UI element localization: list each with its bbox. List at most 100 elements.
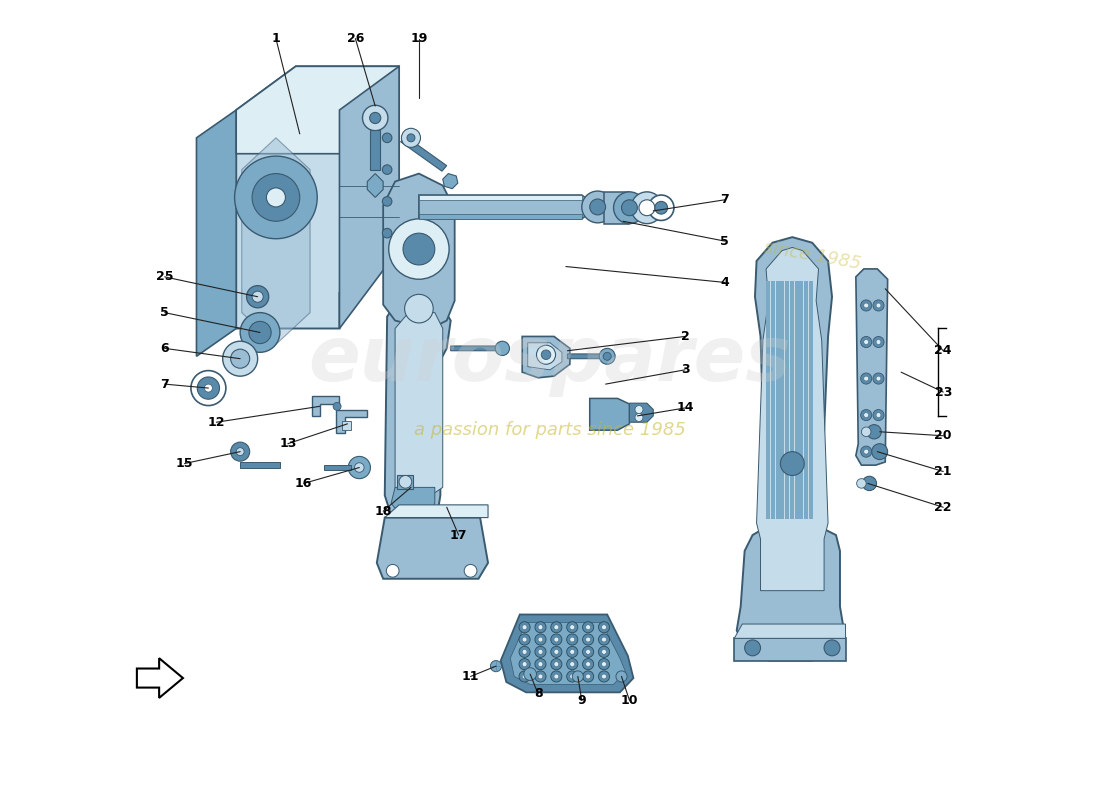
Circle shape xyxy=(405,294,433,323)
Circle shape xyxy=(602,637,606,642)
Circle shape xyxy=(495,342,509,355)
Circle shape xyxy=(240,313,279,352)
Circle shape xyxy=(876,413,881,418)
Circle shape xyxy=(535,646,546,658)
Circle shape xyxy=(585,662,591,666)
Circle shape xyxy=(631,192,663,224)
Circle shape xyxy=(519,622,530,633)
Circle shape xyxy=(519,646,530,658)
Text: 16: 16 xyxy=(295,477,312,490)
Circle shape xyxy=(386,565,399,577)
Circle shape xyxy=(570,650,574,654)
Circle shape xyxy=(780,452,804,475)
Circle shape xyxy=(383,229,392,238)
Circle shape xyxy=(236,448,244,456)
Circle shape xyxy=(639,200,654,216)
Circle shape xyxy=(824,640,840,656)
Polygon shape xyxy=(323,465,351,470)
Text: 6: 6 xyxy=(161,342,169,355)
Circle shape xyxy=(570,662,574,666)
Text: 24: 24 xyxy=(935,344,952,358)
Polygon shape xyxy=(395,313,442,503)
Text: 5: 5 xyxy=(720,234,729,248)
Circle shape xyxy=(252,291,263,302)
Circle shape xyxy=(554,650,559,654)
Circle shape xyxy=(407,134,415,142)
Circle shape xyxy=(388,219,449,279)
Polygon shape xyxy=(197,110,236,356)
Circle shape xyxy=(266,188,286,207)
Circle shape xyxy=(370,113,381,123)
Polygon shape xyxy=(419,195,582,200)
Circle shape xyxy=(554,637,559,642)
Circle shape xyxy=(551,658,562,670)
Polygon shape xyxy=(737,237,844,661)
Polygon shape xyxy=(419,195,597,219)
Circle shape xyxy=(349,457,371,478)
Circle shape xyxy=(862,476,877,490)
Circle shape xyxy=(522,650,527,654)
Polygon shape xyxy=(371,130,380,170)
Circle shape xyxy=(590,199,606,215)
Polygon shape xyxy=(776,281,780,519)
Circle shape xyxy=(222,342,257,376)
Circle shape xyxy=(383,133,392,142)
Text: 19: 19 xyxy=(410,32,428,45)
Circle shape xyxy=(860,337,871,347)
Circle shape xyxy=(873,446,884,457)
Circle shape xyxy=(602,650,606,654)
Circle shape xyxy=(583,634,594,645)
Circle shape xyxy=(876,376,881,381)
Circle shape xyxy=(554,625,559,630)
Circle shape xyxy=(860,373,871,384)
Circle shape xyxy=(598,622,609,633)
Circle shape xyxy=(249,322,272,343)
Circle shape xyxy=(570,625,574,630)
Circle shape xyxy=(585,674,591,679)
Circle shape xyxy=(585,650,591,654)
Circle shape xyxy=(614,192,646,224)
Polygon shape xyxy=(735,638,846,661)
Polygon shape xyxy=(442,174,458,189)
Circle shape xyxy=(538,625,543,630)
Polygon shape xyxy=(568,354,607,358)
Circle shape xyxy=(333,402,341,410)
Circle shape xyxy=(876,450,881,454)
Circle shape xyxy=(522,625,527,630)
Polygon shape xyxy=(236,66,399,154)
Text: 5: 5 xyxy=(161,306,169,319)
Circle shape xyxy=(197,377,220,399)
Polygon shape xyxy=(808,281,813,519)
Circle shape xyxy=(551,671,562,682)
Circle shape xyxy=(538,674,543,679)
Polygon shape xyxy=(766,281,770,519)
Circle shape xyxy=(598,658,609,670)
Circle shape xyxy=(535,634,546,645)
Polygon shape xyxy=(785,281,789,519)
Polygon shape xyxy=(397,475,414,489)
Circle shape xyxy=(873,410,884,421)
Polygon shape xyxy=(385,297,451,527)
Text: 12: 12 xyxy=(208,416,226,429)
Circle shape xyxy=(541,350,551,359)
Polygon shape xyxy=(522,337,570,378)
Circle shape xyxy=(635,406,642,414)
Circle shape xyxy=(522,662,527,666)
Text: 14: 14 xyxy=(676,402,694,414)
Text: 15: 15 xyxy=(176,457,194,470)
Polygon shape xyxy=(342,421,351,430)
Circle shape xyxy=(383,197,392,206)
Circle shape xyxy=(864,303,869,308)
Polygon shape xyxy=(136,658,183,698)
Polygon shape xyxy=(528,342,562,370)
Circle shape xyxy=(566,634,578,645)
Polygon shape xyxy=(780,281,784,519)
Polygon shape xyxy=(383,174,454,329)
Polygon shape xyxy=(377,518,488,578)
Circle shape xyxy=(585,625,591,630)
Text: 21: 21 xyxy=(935,465,952,478)
Text: 22: 22 xyxy=(935,501,952,514)
Circle shape xyxy=(598,671,609,682)
Polygon shape xyxy=(367,174,383,198)
Circle shape xyxy=(570,674,574,679)
